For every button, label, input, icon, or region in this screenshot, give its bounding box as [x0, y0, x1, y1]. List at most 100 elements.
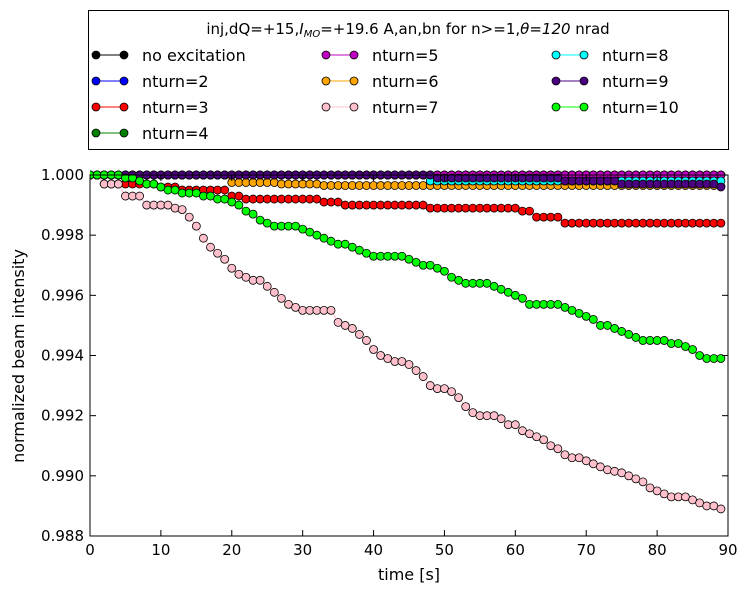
legend-item: nturn=8	[551, 46, 669, 65]
legend-label: nturn=10	[602, 98, 679, 117]
plot-frame-fill	[90, 175, 728, 536]
legend-label: nturn=9	[602, 72, 669, 91]
data-point	[553, 212, 563, 222]
legend-label: nturn=6	[372, 72, 439, 91]
data-point	[716, 504, 726, 514]
x-tick-label: 60	[506, 541, 525, 559]
data-point	[610, 466, 619, 476]
legend-marker	[91, 50, 101, 60]
data-point	[234, 200, 244, 210]
y-tick-label: 1.000	[41, 166, 84, 184]
x-tick-label: 20	[222, 541, 241, 559]
legend-item: nturn=7	[321, 98, 439, 117]
data-point	[688, 345, 697, 354]
data-point	[638, 477, 648, 487]
legend-item: nturn=3	[91, 98, 209, 117]
legend-label: nturn=2	[142, 72, 209, 91]
legend-item: nturn=9	[551, 72, 669, 91]
legend-marker	[321, 102, 331, 112]
data-point	[113, 179, 123, 189]
data-point	[716, 182, 726, 192]
chart-title: inj,dQ=+15,IMO=+19.6 A,an,bn for n>=1,θ=…	[206, 20, 609, 40]
data-point	[255, 275, 265, 285]
data-point	[191, 221, 201, 231]
data-point	[269, 178, 279, 187]
data-point	[525, 206, 534, 216]
y-tick-label: 0.992	[41, 407, 84, 425]
y-tick-label: 0.990	[41, 467, 84, 485]
legend-item: nturn=5	[321, 46, 439, 65]
legend-marker	[91, 128, 101, 138]
x-axis-ticks: 0 10 20 30 40 50 60 70 80 90	[85, 175, 738, 559]
data-point	[539, 435, 549, 445]
legend: inj,dQ=+15,IMO=+19.6 A,an,bn for n>=1,θ=…	[88, 10, 729, 150]
y-axis-label: normalized beam intensity	[9, 249, 28, 463]
data-point	[603, 465, 612, 475]
data-point	[347, 324, 357, 333]
data-point	[496, 414, 506, 424]
series-nturn-7	[90, 170, 726, 514]
legend-label: nturn=5	[372, 46, 439, 65]
legend-marker	[551, 76, 561, 86]
data-point	[369, 345, 378, 354]
legend-item: nturn=2	[91, 72, 209, 91]
legend-item: nturn=6	[321, 72, 439, 91]
legend-item: nturn=10	[551, 98, 679, 117]
legend-marker	[349, 50, 359, 60]
x-tick-label: 70	[577, 541, 596, 559]
legend-marker	[119, 128, 129, 138]
legend-marker	[119, 102, 129, 112]
legend-item: nturn=4	[91, 124, 209, 143]
data-point	[461, 402, 471, 412]
plot-area: 0 10 20 30 40 50 60 70 80 90 0.988 0.990 0.992 0.994…	[9, 166, 738, 584]
legend-marker	[349, 102, 359, 112]
data-point	[170, 203, 180, 213]
data-point	[454, 393, 464, 403]
legend-marker	[321, 76, 331, 86]
legend-marker	[321, 50, 331, 60]
legend-marker	[91, 76, 101, 86]
x-tick-label: 0	[85, 541, 95, 559]
x-tick-label: 30	[293, 541, 312, 559]
legend-marker	[551, 102, 561, 112]
data-point	[404, 360, 414, 369]
data-point	[199, 233, 208, 243]
data-point	[206, 242, 215, 252]
legend-frame	[88, 10, 729, 150]
legend-marker	[579, 102, 589, 112]
data-point	[220, 185, 230, 195]
y-tick-label: 0.996	[41, 286, 84, 304]
data-point	[716, 354, 726, 363]
x-tick-label: 10	[151, 541, 170, 559]
legend-label: no excitation	[142, 46, 246, 65]
legend-marker	[551, 50, 561, 60]
data-point	[248, 209, 258, 219]
data-point	[354, 330, 364, 339]
data-point	[440, 266, 449, 276]
y-tick-label: 0.988	[41, 527, 84, 545]
data-point	[213, 248, 223, 258]
data-point	[418, 372, 428, 381]
legend-label: nturn=8	[602, 46, 669, 65]
legend-label: nturn=4	[142, 124, 209, 143]
data-point	[362, 336, 371, 345]
data-point	[276, 293, 286, 303]
legend-marker	[91, 102, 101, 112]
legend-marker	[579, 50, 589, 60]
data-point	[411, 366, 421, 375]
legend-marker	[119, 50, 129, 60]
y-tick-label: 0.994	[41, 347, 84, 365]
data-point	[177, 205, 187, 214]
data-point	[262, 281, 272, 291]
legend-label: nturn=3	[142, 98, 209, 117]
data-point	[184, 212, 194, 222]
legend-marker	[349, 76, 359, 86]
x-axis-label: time [s]	[378, 565, 440, 584]
data-point	[447, 387, 456, 397]
x-tick-label: 80	[648, 541, 667, 559]
legend-label: nturn=7	[372, 98, 439, 117]
data-point	[227, 263, 237, 273]
data-point	[269, 287, 279, 297]
data-point	[135, 191, 145, 201]
